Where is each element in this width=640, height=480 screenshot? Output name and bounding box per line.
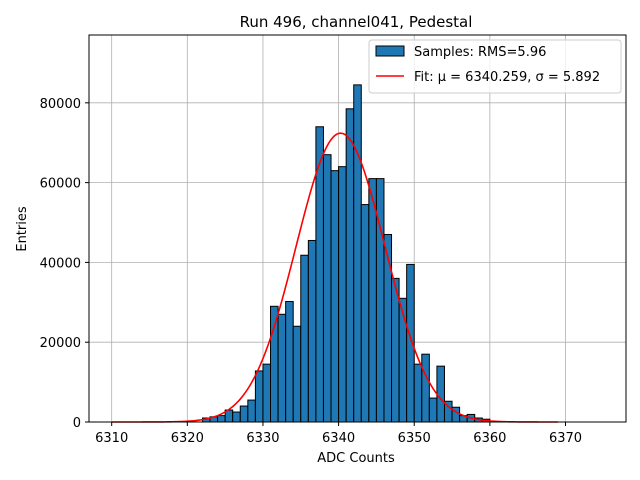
x-tick-label: 6320	[171, 431, 204, 446]
histogram-bar	[277, 313, 287, 423]
histogram-bar	[262, 363, 272, 423]
legend: Samples: RMS=5.96 Fit: μ = 6340.259, σ =…	[368, 39, 622, 94]
legend-box	[368, 39, 622, 94]
histogram-bar	[292, 325, 302, 423]
histogram-bar	[383, 233, 393, 423]
x-tick-label: 6360	[473, 431, 506, 446]
histogram-bars	[201, 84, 491, 423]
histogram-bar	[285, 301, 294, 423]
chart-title: Run 496, channel041, Pedestal	[240, 13, 473, 31]
x-tick-label: 6370	[549, 431, 582, 446]
plot-frame	[88, 34, 627, 423]
histogram-bar	[398, 297, 408, 423]
legend-label-fit: Fit: μ = 6340.259, σ = 5.892	[414, 70, 600, 85]
y-tick-label: 80000	[40, 97, 81, 112]
gaussian-fit-curve	[111, 132, 558, 423]
y-tick-label: 40000	[40, 256, 81, 271]
histogram-bar	[353, 84, 362, 423]
histogram-bar	[247, 399, 256, 423]
y-axis-label: Entries	[15, 206, 30, 252]
x-tick-label: 6350	[398, 431, 431, 446]
y-tick-label: 0	[73, 416, 81, 431]
x-tick-label: 6310	[95, 431, 128, 446]
histogram-bar	[368, 178, 377, 423]
histogram-bar	[413, 363, 423, 423]
histogram-bar	[254, 370, 264, 423]
y-axis-ticks: 0 20000 40000 60000 80000	[40, 97, 89, 431]
histogram-bar	[307, 239, 317, 423]
x-tick-label: 6330	[246, 431, 279, 446]
fit-curve-layer	[111, 132, 558, 423]
histogram-bar	[428, 397, 438, 423]
y-tick-label: 20000	[40, 336, 81, 351]
histogram-bar	[300, 254, 309, 423]
histogram-bar	[217, 415, 226, 423]
histogram-bar	[322, 154, 332, 423]
histogram-bar	[391, 277, 400, 423]
histogram-bar	[360, 204, 370, 423]
histogram-bar	[330, 170, 340, 423]
x-axis-label: ADC Counts	[317, 451, 395, 466]
histogram-bar	[436, 365, 445, 423]
legend-swatch-samples	[375, 45, 405, 57]
histogram-bar	[239, 405, 249, 423]
histogram-bar	[232, 411, 241, 423]
histogram-bar	[338, 166, 347, 423]
histogram-bar	[345, 108, 355, 423]
x-tick-label: 6340	[322, 431, 355, 446]
y-tick-label: 60000	[40, 177, 81, 192]
x-axis-ticks: 6310 6320 6330 6340 6350 6360 6370	[95, 422, 582, 446]
histogram-bar	[421, 353, 430, 423]
legend-label-samples: Samples: RMS=5.96	[414, 45, 546, 60]
